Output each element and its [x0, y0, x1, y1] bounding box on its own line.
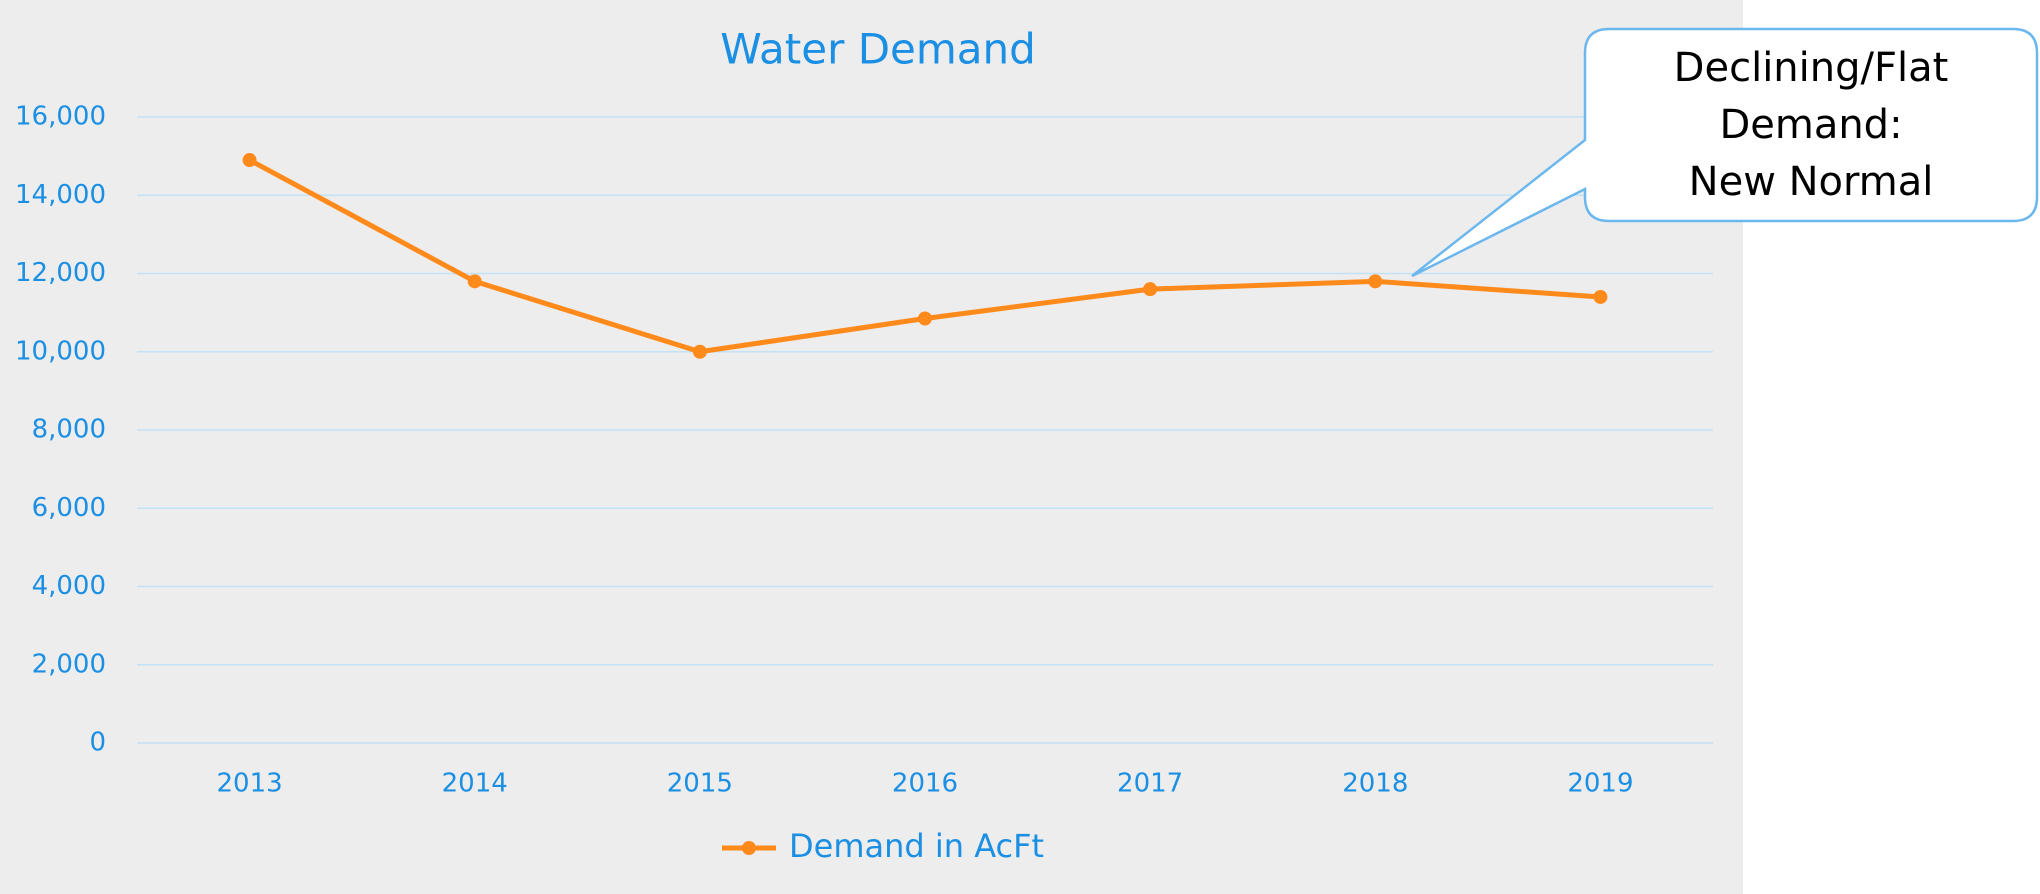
callout-text: New Normal: [1689, 159, 1934, 205]
y-tick-label: 16,000: [15, 102, 106, 132]
legend-label: Demand in AcFt: [789, 827, 1044, 865]
x-tick-label: 2019: [1567, 769, 1633, 799]
y-tick-label: 4,000: [32, 571, 106, 601]
y-tick-label: 14,000: [15, 180, 106, 210]
y-tick-label: 6,000: [32, 493, 106, 523]
callout-text: Declining/Flat: [1674, 45, 1949, 91]
y-tick-label: 12,000: [15, 258, 106, 288]
x-tick-label: 2015: [667, 769, 733, 799]
x-tick-label: 2014: [442, 769, 508, 799]
chart-title: Water Demand: [720, 25, 1036, 74]
x-tick-label: 2016: [892, 769, 958, 799]
data-point: [1368, 274, 1383, 289]
callout-text: Demand:: [1719, 102, 1902, 148]
y-tick-label: 10,000: [15, 336, 106, 366]
legend-marker: [742, 841, 756, 855]
x-tick-label: 2018: [1342, 769, 1408, 799]
y-tick-label: 0: [89, 728, 106, 758]
x-tick-label: 2013: [216, 769, 282, 799]
data-point: [1143, 282, 1158, 297]
data-point: [467, 274, 482, 289]
callout-box: [1411, 27, 2039, 278]
data-point: [1593, 289, 1608, 304]
y-tick-label: 8,000: [32, 415, 106, 445]
y-tick-label: 2,000: [32, 649, 106, 679]
x-tick-label: 2017: [1117, 769, 1183, 799]
data-point: [918, 311, 932, 326]
data-point: [242, 153, 257, 168]
chart-background: [0, 0, 1743, 894]
data-point: [692, 344, 707, 359]
